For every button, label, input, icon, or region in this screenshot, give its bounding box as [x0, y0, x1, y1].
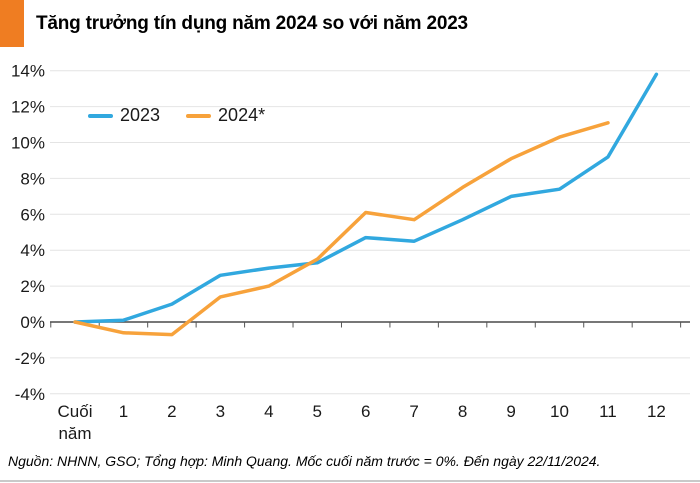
- source-note: Nguồn: NHNN, GSO; Tổng hợp: Minh Quang. …: [8, 453, 601, 469]
- x-axis-label: 6: [361, 402, 370, 421]
- y-axis-label: 14%: [11, 62, 45, 81]
- y-axis-label: 2%: [20, 277, 45, 296]
- legend-label-2024: 2024*: [218, 105, 266, 125]
- y-axis-label: -4%: [15, 385, 45, 404]
- x-axis-label: 3: [216, 402, 225, 421]
- legend: 2023 2024*: [88, 105, 265, 126]
- y-axis-label: 12%: [11, 98, 45, 117]
- x-axis-label: 11: [599, 402, 617, 421]
- x-axis-label: Cuối năm: [58, 402, 93, 443]
- y-axis-label: -2%: [15, 349, 45, 368]
- x-axis-label: 1: [119, 402, 128, 421]
- legend-swatch-2023: [88, 113, 113, 118]
- x-axis-label: 4: [264, 402, 273, 421]
- series-line-2024: [73, 121, 610, 337]
- x-axis-label: 7: [409, 402, 418, 421]
- legend-swatch-2024: [186, 113, 212, 118]
- y-axis-label: 6%: [20, 205, 45, 224]
- accent-block: [0, 0, 24, 47]
- x-axis-label: 8: [458, 402, 467, 421]
- bottom-border: [0, 480, 700, 482]
- x-axis-label: 9: [506, 402, 515, 421]
- x-axis-label: 2: [167, 402, 176, 421]
- x-axis-label: 5: [313, 402, 322, 421]
- legend-label-2023: 2023: [120, 105, 161, 125]
- x-axis-label: 12: [647, 402, 666, 421]
- series-line-2023: [73, 72, 659, 324]
- legend-item-2023: 2023: [88, 105, 160, 126]
- legend-item-2024: 2024*: [186, 105, 265, 126]
- y-axis-label: 4%: [20, 241, 45, 260]
- x-axis-label: 10: [550, 402, 569, 421]
- y-axis-label: 8%: [20, 169, 45, 188]
- y-axis-label: 10%: [11, 134, 45, 153]
- y-axis-label: 0%: [20, 313, 45, 332]
- chart-title: Tăng trưởng tín dụng năm 2024 so với năm…: [36, 12, 468, 34]
